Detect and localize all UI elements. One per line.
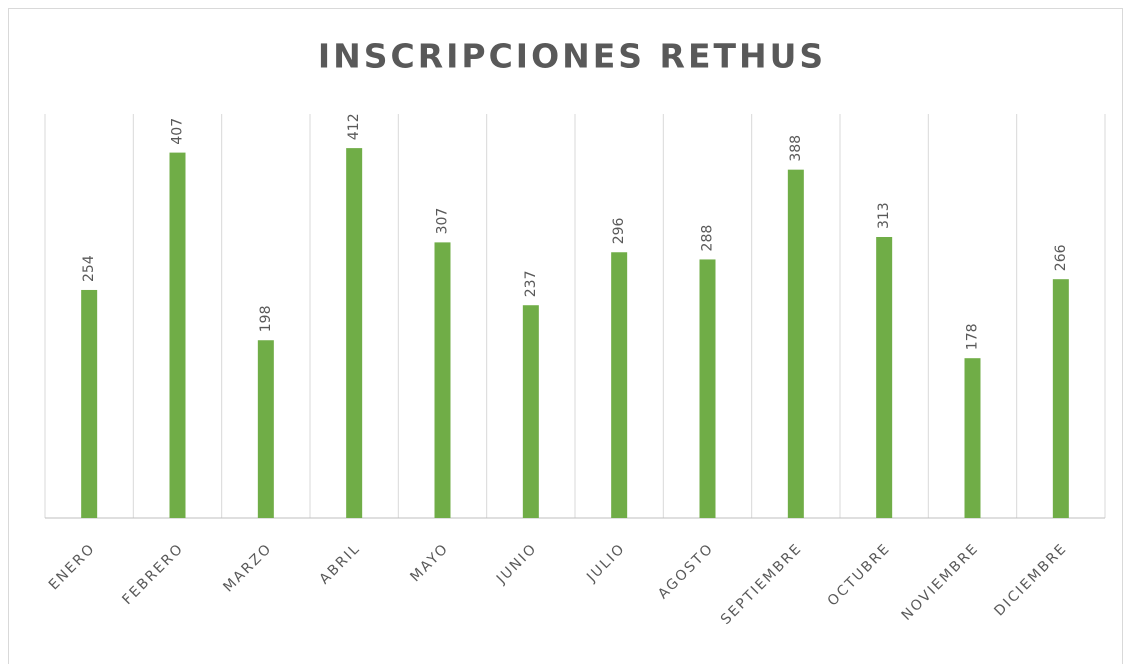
bar bbox=[169, 152, 186, 519]
chart-frame bbox=[8, 8, 1123, 664]
data-label: 198 bbox=[258, 306, 274, 333]
data-label: 412 bbox=[346, 113, 362, 140]
data-label: 296 bbox=[611, 217, 627, 244]
data-label: 266 bbox=[1053, 244, 1069, 271]
bar bbox=[699, 259, 716, 518]
bar bbox=[81, 289, 98, 518]
data-label: 407 bbox=[170, 118, 186, 145]
data-label: 307 bbox=[435, 208, 451, 235]
bar bbox=[876, 236, 893, 519]
bar bbox=[522, 305, 539, 518]
bar bbox=[257, 340, 274, 518]
data-label: 288 bbox=[700, 225, 716, 252]
data-label: 178 bbox=[965, 323, 981, 350]
data-label: 313 bbox=[876, 202, 892, 229]
bar bbox=[1052, 279, 1069, 518]
data-label: 237 bbox=[523, 270, 539, 297]
data-label: 388 bbox=[788, 135, 804, 162]
bar bbox=[964, 358, 981, 518]
bar bbox=[346, 148, 363, 519]
data-label: 254 bbox=[81, 255, 97, 282]
bar bbox=[434, 242, 451, 519]
bar bbox=[611, 252, 628, 518]
chart-title: INSCRIPCIONES RETHUS bbox=[318, 37, 826, 76]
bar bbox=[787, 169, 804, 518]
